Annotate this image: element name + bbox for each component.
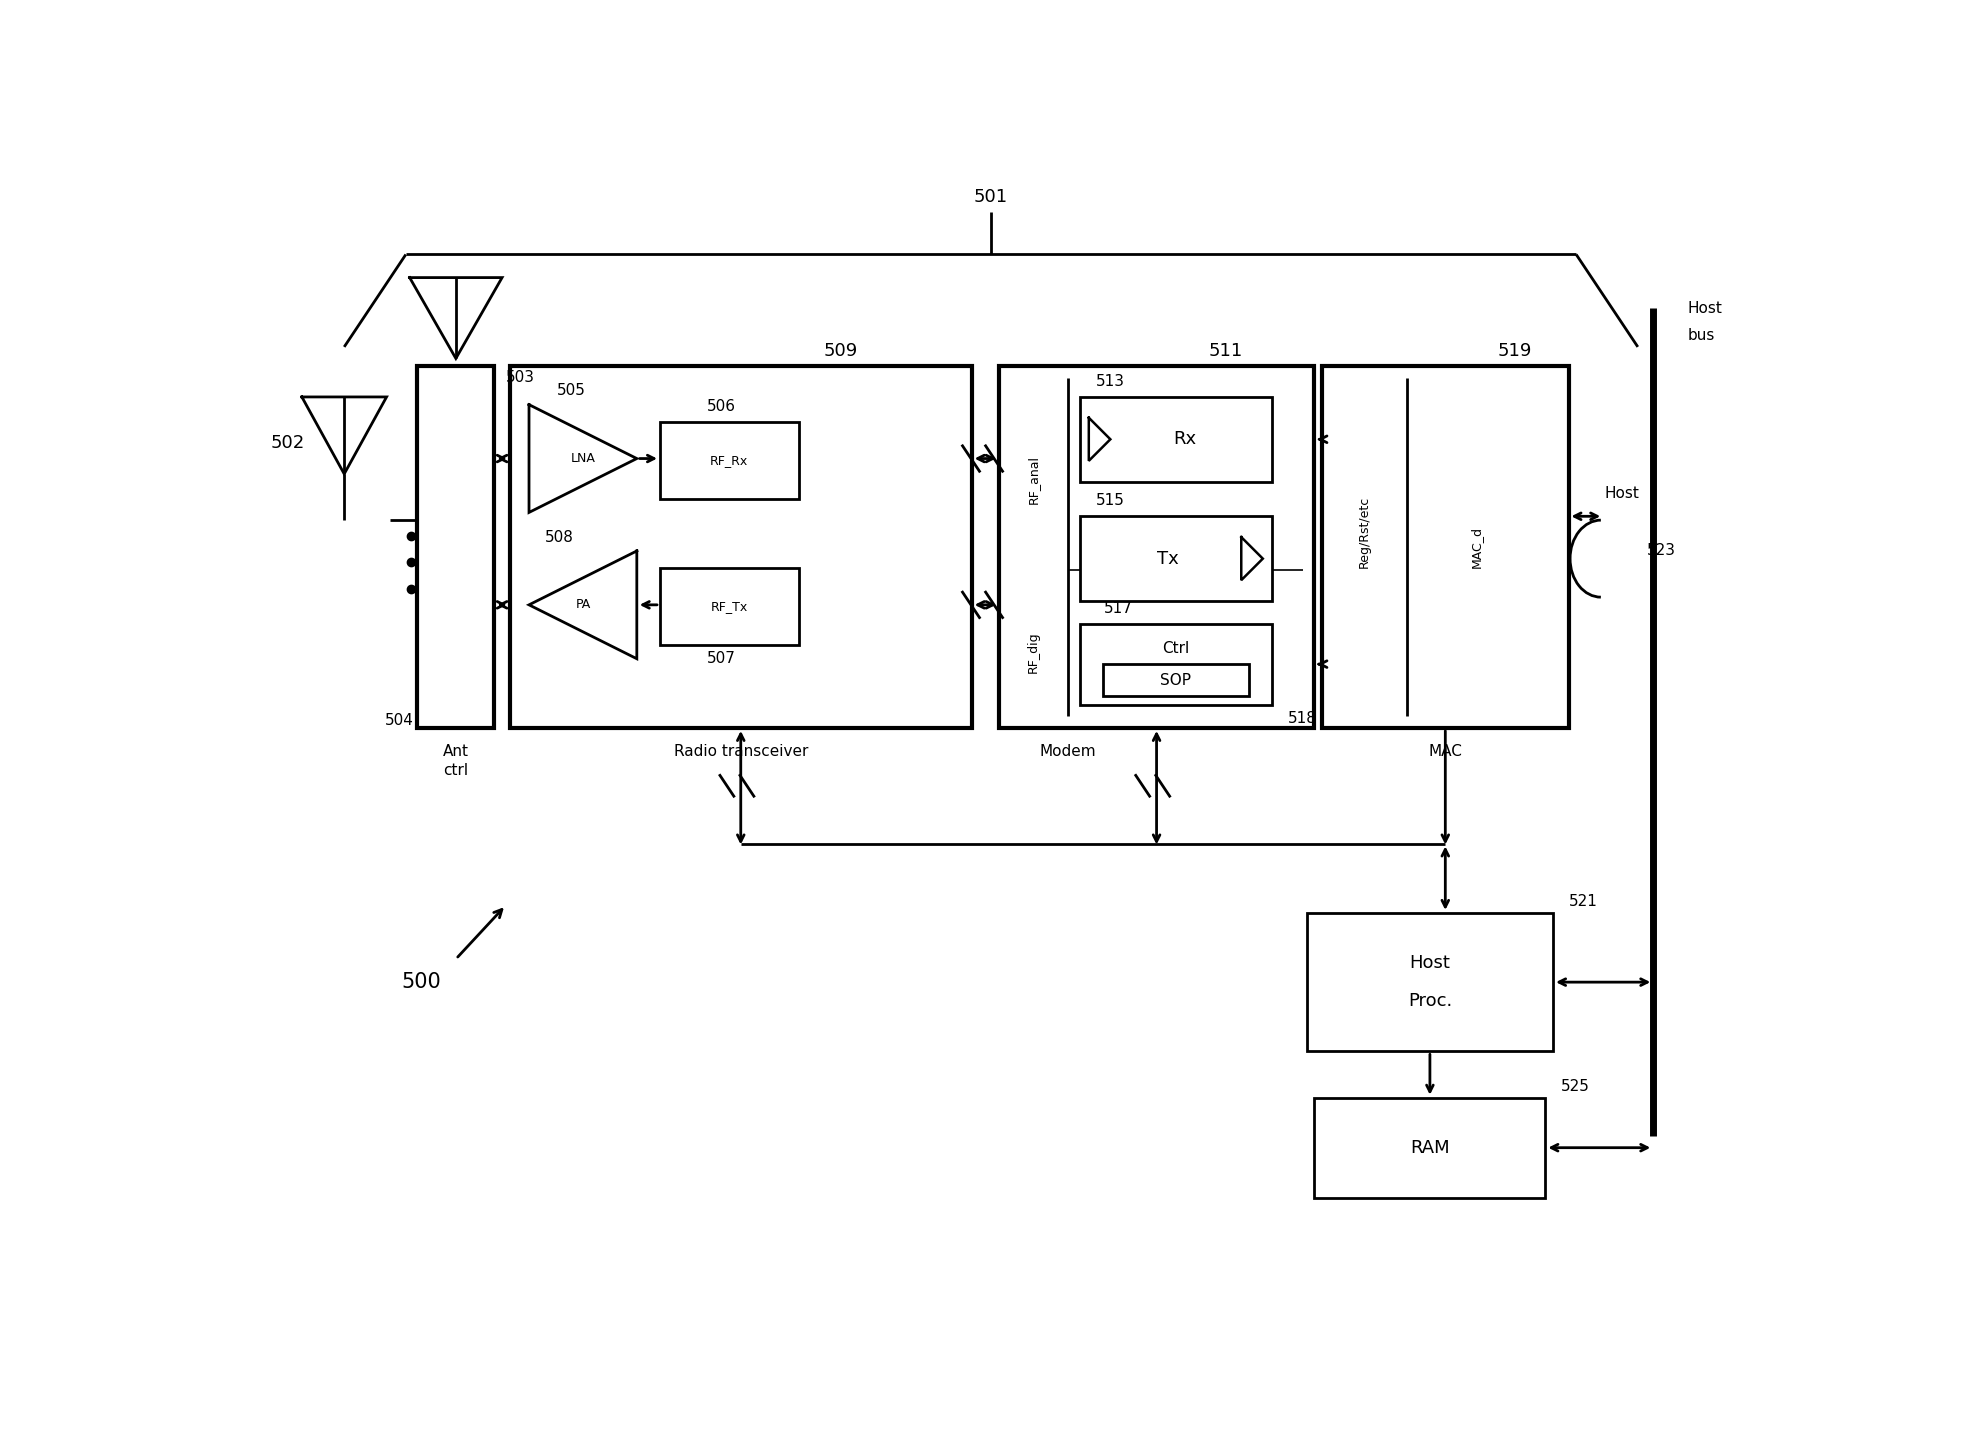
Text: Host: Host — [1410, 954, 1450, 972]
Text: Reg/Rst/etc: Reg/Rst/etc — [1359, 495, 1371, 567]
Text: RF_dig: RF_dig — [1027, 632, 1041, 673]
Bar — [1080, 517, 1272, 601]
Text: Host: Host — [1606, 486, 1639, 501]
Text: 517: 517 — [1104, 601, 1132, 616]
Text: 523: 523 — [1647, 544, 1675, 559]
Text: Ant: Ant — [442, 744, 468, 758]
Text: 503: 503 — [506, 370, 535, 385]
Text: 513: 513 — [1096, 373, 1126, 389]
Text: Modem: Modem — [1039, 744, 1096, 758]
Bar — [1315, 1098, 1544, 1198]
Text: 500: 500 — [401, 972, 440, 993]
Bar — [660, 421, 798, 499]
Text: 506: 506 — [707, 399, 737, 414]
Bar — [417, 366, 494, 728]
Text: 505: 505 — [557, 383, 587, 398]
Text: Radio transceiver: Radio transceiver — [673, 744, 808, 758]
Bar — [510, 366, 972, 728]
Text: Tx: Tx — [1157, 550, 1179, 567]
Text: 521: 521 — [1568, 894, 1598, 909]
Text: RF_anal: RF_anal — [1027, 454, 1041, 504]
Text: 525: 525 — [1560, 1078, 1590, 1094]
Text: RF_Rx: RF_Rx — [711, 453, 749, 466]
Text: MAC: MAC — [1428, 744, 1462, 758]
Text: Host: Host — [1689, 301, 1722, 315]
Text: Rx: Rx — [1173, 430, 1197, 449]
Text: 519: 519 — [1497, 341, 1533, 360]
Text: PA: PA — [575, 599, 591, 611]
Text: Ctrl: Ctrl — [1161, 641, 1189, 657]
Bar — [1102, 664, 1248, 696]
Bar — [1321, 366, 1568, 728]
Text: SOP: SOP — [1161, 673, 1191, 687]
Text: MAC_d: MAC_d — [1469, 527, 1483, 569]
Text: RAM: RAM — [1410, 1139, 1450, 1156]
Text: ctrl: ctrl — [442, 763, 468, 778]
Bar — [1080, 624, 1272, 705]
Bar — [1080, 396, 1272, 482]
Text: bus: bus — [1689, 328, 1714, 343]
Text: RF_Tx: RF_Tx — [711, 601, 749, 614]
Text: 509: 509 — [824, 341, 857, 360]
Text: 501: 501 — [974, 188, 1007, 205]
Text: LNA: LNA — [571, 451, 594, 464]
Text: 515: 515 — [1096, 493, 1126, 508]
Bar — [660, 567, 798, 645]
Bar — [1307, 913, 1552, 1052]
Text: Proc.: Proc. — [1408, 993, 1452, 1010]
Text: 511: 511 — [1209, 341, 1242, 360]
Text: 518: 518 — [1288, 712, 1317, 726]
Text: 508: 508 — [545, 530, 575, 544]
Bar — [999, 366, 1315, 728]
Text: 504: 504 — [385, 713, 413, 728]
Text: 507: 507 — [707, 651, 737, 666]
Text: 502: 502 — [271, 434, 306, 451]
